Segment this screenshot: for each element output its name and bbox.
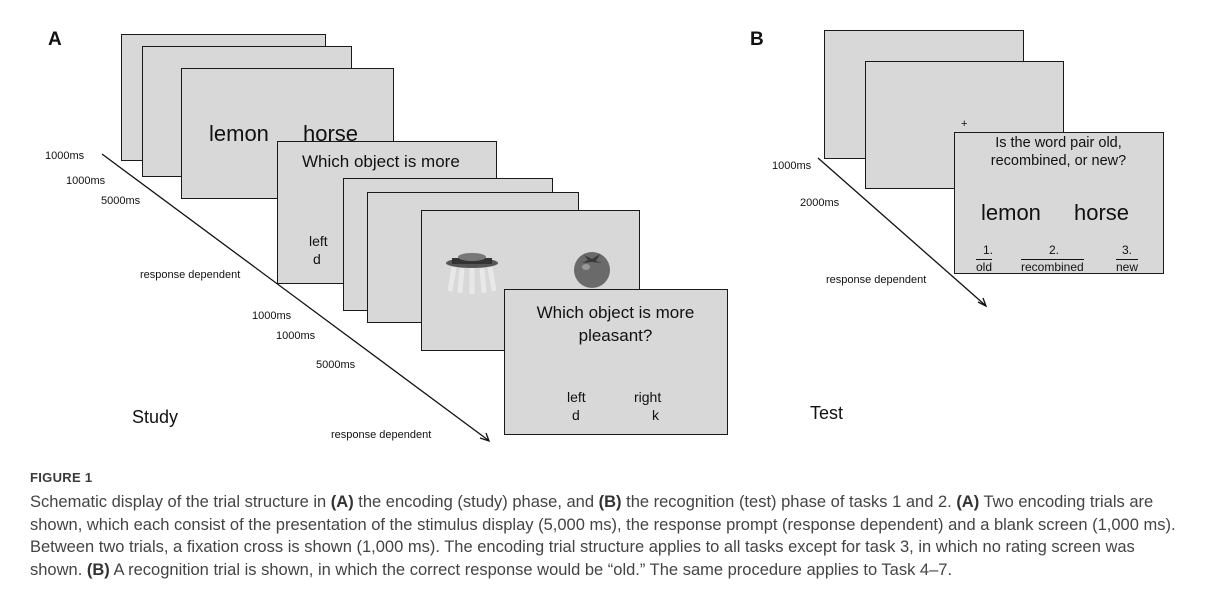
timeline-b-arrowhead: [977, 297, 988, 308]
caption-bold: (B): [86, 560, 110, 579]
phase-label-study: Study: [132, 407, 179, 427]
question-text: Which object is more pleasant?: [536, 303, 695, 345]
question-text: Which object is more: [302, 152, 460, 171]
option-number: 3.: [1122, 243, 1133, 257]
time-label: 5000ms: [101, 195, 141, 207]
caption-text: Two encoding trials are shown, which eac…: [30, 493, 1176, 579]
timeline-b-line: [817, 157, 986, 306]
time-label: response dependent: [331, 429, 432, 441]
response-label: left: [309, 233, 328, 249]
option-label-recombined: recombined: [1021, 259, 1084, 274]
caption-text: the encoding (study) phase, and: [353, 493, 599, 511]
timeline-arrows: [101, 153, 988, 443]
figure-label: FIGURE 1: [30, 470, 93, 485]
option-label-old: old: [976, 259, 993, 274]
panel-a-label: A: [48, 29, 62, 50]
stimulus-word: lemon: [209, 121, 269, 146]
caption-text: Schematic display of the trial structure…: [30, 493, 331, 511]
time-label: response dependent: [826, 274, 927, 286]
timeline-a-line: [101, 153, 489, 441]
frame-rating-question: Which object is more pleasant? left d ri…: [504, 289, 728, 435]
time-label: 1000ms: [252, 310, 292, 322]
test-word: horse: [1074, 200, 1130, 225]
caption-text: the recognition (test) phase of tasks 1 …: [621, 493, 957, 511]
caption-bold: (A): [330, 493, 354, 511]
panel-b-label: B: [750, 29, 764, 50]
caption-bold: (B): [598, 493, 622, 511]
timeline-a-arrowhead: [479, 432, 491, 443]
time-label: 1000ms: [66, 175, 106, 187]
time-label: 1000ms: [45, 150, 85, 162]
time-label: 1000ms: [276, 330, 316, 342]
response-key: d: [313, 251, 321, 267]
time-label: response dependent: [140, 269, 241, 281]
time-label: 1000ms: [772, 160, 812, 172]
option-number: 2.: [1049, 243, 1060, 257]
tomato-image-icon: [574, 252, 610, 288]
option-number: 1.: [983, 243, 994, 257]
response-key-right: k: [652, 407, 659, 423]
response-label-right: right: [634, 389, 662, 405]
caption-bold: (A): [956, 493, 980, 511]
time-label: 5000ms: [316, 359, 356, 371]
test-word: lemon: [981, 200, 1041, 225]
fixation-cross: +: [961, 118, 968, 130]
option-label-new: new: [1116, 259, 1139, 274]
caption-text: A recognition trial is shown, in which t…: [109, 560, 953, 579]
response-key-left: d: [572, 407, 580, 423]
figure-caption: Schematic display of the trial structure…: [30, 491, 1190, 581]
response-label-left: left: [567, 389, 586, 405]
time-label: 2000ms: [800, 197, 840, 209]
phase-label-test: Test: [810, 403, 844, 423]
frame-recognition-test: Is the word pair old, recombined, or new…: [954, 132, 1164, 274]
question-text: Is the word pair old, recombined, or new…: [990, 135, 1127, 169]
ufo-image-icon: [446, 253, 498, 294]
